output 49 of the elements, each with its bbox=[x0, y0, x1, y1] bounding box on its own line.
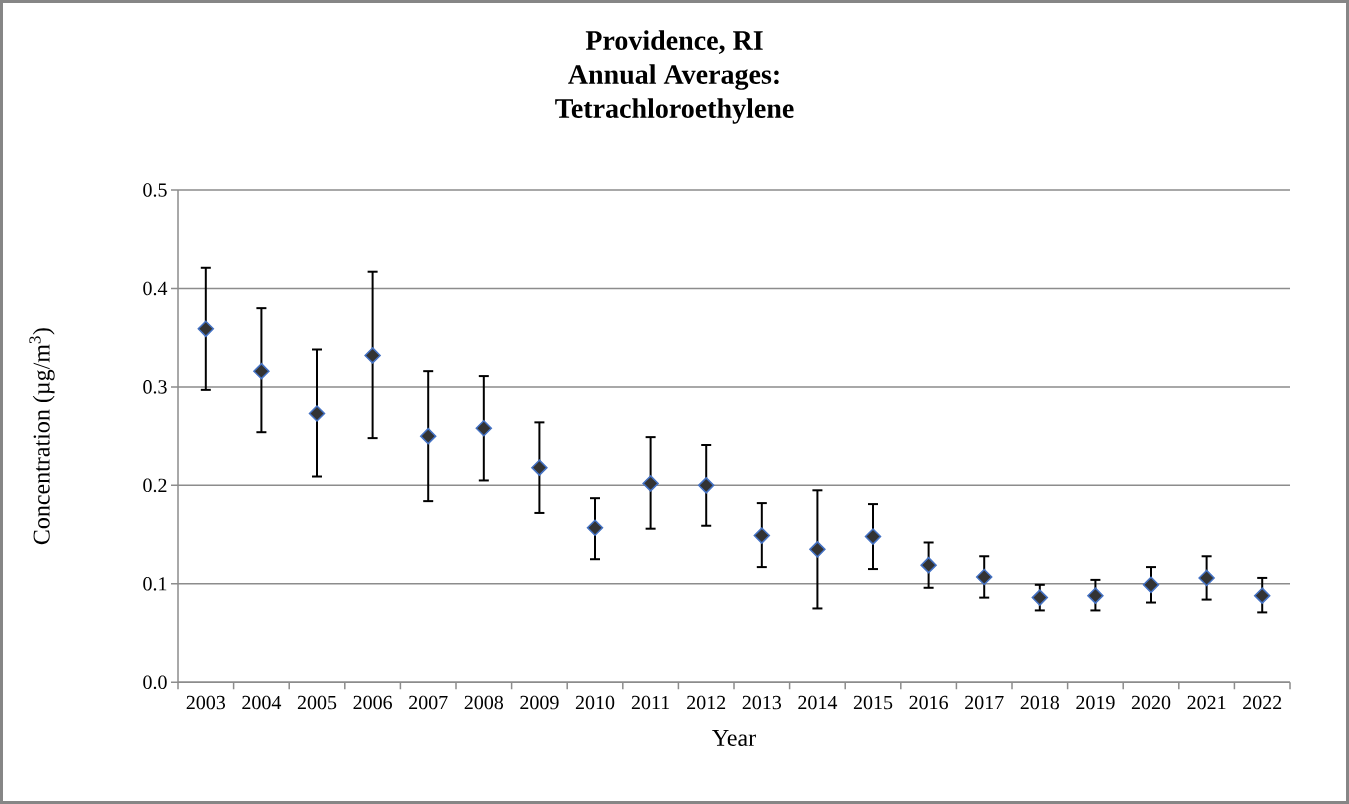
point bbox=[419, 427, 437, 445]
point bbox=[253, 362, 270, 380]
x-tick-label: 2010 bbox=[575, 695, 615, 710]
x-tick-label: 2011 bbox=[631, 695, 670, 710]
x-tick-label: 2007 bbox=[409, 695, 448, 710]
x-axis-title: Year bbox=[712, 730, 756, 746]
x-tick-label: 2021 bbox=[1187, 695, 1226, 710]
point bbox=[642, 475, 659, 492]
x-tick-label: 2006 bbox=[353, 695, 393, 710]
y-tick-label: 0.5 bbox=[143, 183, 167, 197]
point bbox=[1142, 576, 1160, 594]
point bbox=[1198, 569, 1215, 587]
x-tick-label: 2019 bbox=[1076, 695, 1115, 710]
x-tick-label: 2015 bbox=[853, 695, 893, 710]
y-tick-label: 0.0 bbox=[143, 675, 167, 690]
x-tick-label: 2016 bbox=[909, 695, 949, 710]
point bbox=[197, 320, 215, 338]
x-tick-label: 2013 bbox=[742, 695, 782, 710]
x-tick-label: 2022 bbox=[1243, 695, 1282, 710]
x-tick-label: 2020 bbox=[1131, 695, 1171, 710]
y-tick-label: 0.2 bbox=[143, 478, 167, 493]
chart-title: Providence, RI Annual Averages: Tetrachloroethylene bbox=[555, 30, 794, 124]
point bbox=[809, 541, 826, 558]
x-tick-label: 2009 bbox=[520, 695, 559, 710]
point bbox=[586, 519, 604, 536]
y-tick-label: 0.4 bbox=[143, 281, 168, 296]
point bbox=[975, 568, 993, 586]
x-tick-label: 2003 bbox=[186, 695, 226, 710]
x-tick-label: 2018 bbox=[1020, 695, 1060, 710]
y-tick-label: 0.1 bbox=[143, 577, 167, 591]
x-tick-label: 2008 bbox=[464, 695, 504, 710]
x-tick-label: 2014 bbox=[798, 695, 838, 710]
point bbox=[864, 528, 882, 545]
point bbox=[920, 556, 937, 574]
point bbox=[531, 459, 548, 476]
x-tick-label: 2005 bbox=[297, 695, 337, 710]
x-tick-label: 2004 bbox=[242, 695, 282, 710]
point bbox=[1253, 587, 1271, 604]
y-tick-label: 0.3 bbox=[143, 380, 167, 394]
point bbox=[753, 527, 771, 544]
point bbox=[475, 420, 493, 437]
point bbox=[308, 405, 326, 422]
point bbox=[697, 477, 715, 494]
point bbox=[1031, 589, 1049, 606]
y-axis-title: Concentration (µg/m$^{3}$) bbox=[29, 328, 55, 545]
point bbox=[1087, 587, 1104, 604]
x-tick-label: 2017 bbox=[965, 695, 1004, 710]
x-tick-label: 2012 bbox=[687, 695, 726, 710]
point bbox=[364, 347, 381, 364]
